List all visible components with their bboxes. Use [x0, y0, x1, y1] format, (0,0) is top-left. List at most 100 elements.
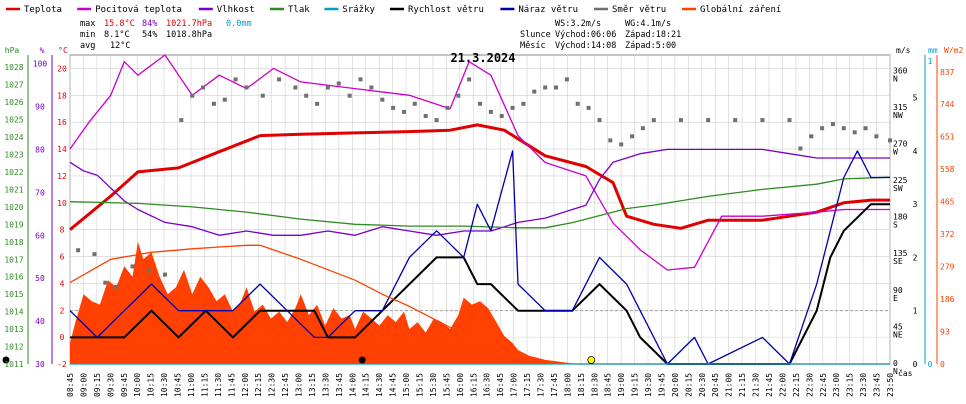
- wind-direction-point: [651, 118, 656, 123]
- wind-direction-point: [554, 85, 558, 90]
- tick-label-hpa: 1024: [4, 133, 23, 142]
- tick-label-dir: 0: [893, 359, 898, 368]
- wind-direction-point: [190, 93, 195, 98]
- wind-direction-point: [179, 118, 184, 123]
- tick-label-time: 15:30: [429, 373, 438, 397]
- tick-label-time: 23:30: [859, 373, 868, 397]
- wind-direction-point: [293, 85, 298, 90]
- wind-direction-point: [304, 93, 309, 98]
- wind-direction-point: [369, 85, 374, 90]
- wind-direction-point: [211, 101, 216, 106]
- axis-title-degc: °C: [58, 46, 68, 55]
- wind-direction-point: [619, 142, 624, 147]
- stats-max-temp: 15.8°C: [104, 19, 135, 29]
- wind-direction-point: [564, 77, 569, 82]
- tick-label-time: 15:15: [416, 373, 425, 397]
- tick-label-mm: 0: [928, 360, 933, 369]
- tick-label-degc: 10: [57, 199, 67, 208]
- tick-label-time: 17:30: [536, 373, 545, 397]
- tick-label-time: 09:00: [79, 373, 88, 397]
- tick-label-time: 14:45: [389, 373, 398, 397]
- tick-label-time: 20:15: [684, 373, 693, 397]
- tick-label-time: 14:30: [375, 373, 384, 397]
- tick-label-time: 12:00: [241, 373, 250, 397]
- tick-label-time: 21:15: [738, 373, 747, 397]
- tick-label-time: 23:15: [846, 373, 855, 397]
- tick-label-time: 09:45: [120, 373, 129, 397]
- tick-label-ms: 2: [913, 253, 918, 262]
- tick-label-time: 16:45: [496, 373, 505, 397]
- wind-direction-point: [467, 77, 472, 82]
- tick-label-hpa: 1014: [4, 308, 23, 317]
- tick-label-degc: 20: [57, 64, 67, 73]
- wind-direction-point: [532, 89, 537, 94]
- wind-direction-point: [678, 118, 683, 123]
- tick-label-time: 22:00: [778, 373, 787, 397]
- tick-label-dir: 180: [893, 213, 908, 222]
- tick-label-mm: 1: [928, 57, 933, 66]
- wind-direction-point: [809, 134, 814, 139]
- tick-label-wm2: 186: [940, 295, 955, 304]
- chart-date: 21.3.2024: [450, 51, 515, 65]
- wind-direction-point: [315, 101, 320, 106]
- tick-label-time: 18:45: [604, 373, 613, 397]
- wind-direction-point: [380, 97, 385, 102]
- wind-direction-point: [488, 109, 493, 114]
- tick-label-pct: 70: [35, 188, 45, 197]
- tick-label-wm2: 837: [940, 68, 955, 77]
- tick-label-dir: 270: [893, 139, 908, 148]
- tick-label-time: 13:45: [335, 373, 344, 397]
- series-line-2: [69, 148, 890, 236]
- stats-sun-set: Západ:18:21: [625, 30, 681, 40]
- tick-label-hpa: 1027: [4, 81, 23, 90]
- tick-label-hpa: 1018: [4, 238, 23, 247]
- axis-title-hpa: hPa: [5, 46, 20, 55]
- tick-label-time: 10:30: [160, 373, 169, 397]
- legend-label-3: Tlak: [288, 5, 310, 15]
- tick-label-degc: 6: [60, 253, 65, 262]
- tick-label-time: 23:00: [832, 373, 841, 397]
- tick-label-time: 21:30: [752, 373, 761, 397]
- tick-label-dir: 135: [893, 249, 908, 258]
- tick-label-pct: 60: [35, 231, 45, 240]
- tick-label-degc: 4: [60, 279, 65, 288]
- wind-direction-point: [347, 93, 352, 98]
- wind-direction-point: [510, 105, 515, 110]
- tick-label-time: 19:45: [657, 373, 666, 397]
- legend-label-4: Srážky: [342, 5, 375, 15]
- tick-label-wm2: 0: [940, 360, 945, 369]
- tick-label-pct: 40: [35, 317, 45, 326]
- tick-label-time: 11:30: [214, 373, 223, 397]
- wind-direction-point: [76, 248, 81, 253]
- tick-label-dir-name: SE: [893, 257, 903, 266]
- tick-label-hpa: 1021: [4, 185, 23, 194]
- wind-direction-point: [706, 118, 711, 123]
- wind-direction-point: [521, 101, 526, 106]
- tick-label-pct: 90: [35, 103, 45, 112]
- wind-direction-point: [456, 93, 461, 98]
- tick-label-time: 20:30: [698, 373, 707, 397]
- tick-label-hpa: 1023: [4, 151, 23, 160]
- tick-label-time: 15:00: [402, 373, 411, 397]
- wind-direction-point: [402, 109, 406, 114]
- tick-label-time: 10:00: [133, 373, 142, 397]
- tick-label-dir-name: N: [893, 74, 898, 83]
- wind-direction-point: [597, 118, 602, 123]
- tick-label-time: 20:45: [711, 373, 720, 397]
- tick-label-time: 21:45: [765, 373, 774, 397]
- wind-direction-point: [760, 118, 765, 123]
- tick-label-wm2: 651: [940, 133, 955, 142]
- wind-direction-point: [233, 77, 238, 82]
- tick-label-ms: 3: [913, 200, 918, 209]
- tick-label-degc: 16: [57, 118, 67, 127]
- tick-label-ms: 5: [913, 94, 918, 103]
- tick-label-time: 14:15: [362, 373, 371, 397]
- tick-label-time: 18:30: [590, 373, 599, 397]
- tick-label-degc: 12: [57, 172, 67, 181]
- tick-label-hpa: 1017: [4, 255, 23, 264]
- wind-direction-point: [575, 101, 580, 106]
- wind-direction-point: [146, 268, 151, 273]
- wind-direction-point: [222, 97, 227, 102]
